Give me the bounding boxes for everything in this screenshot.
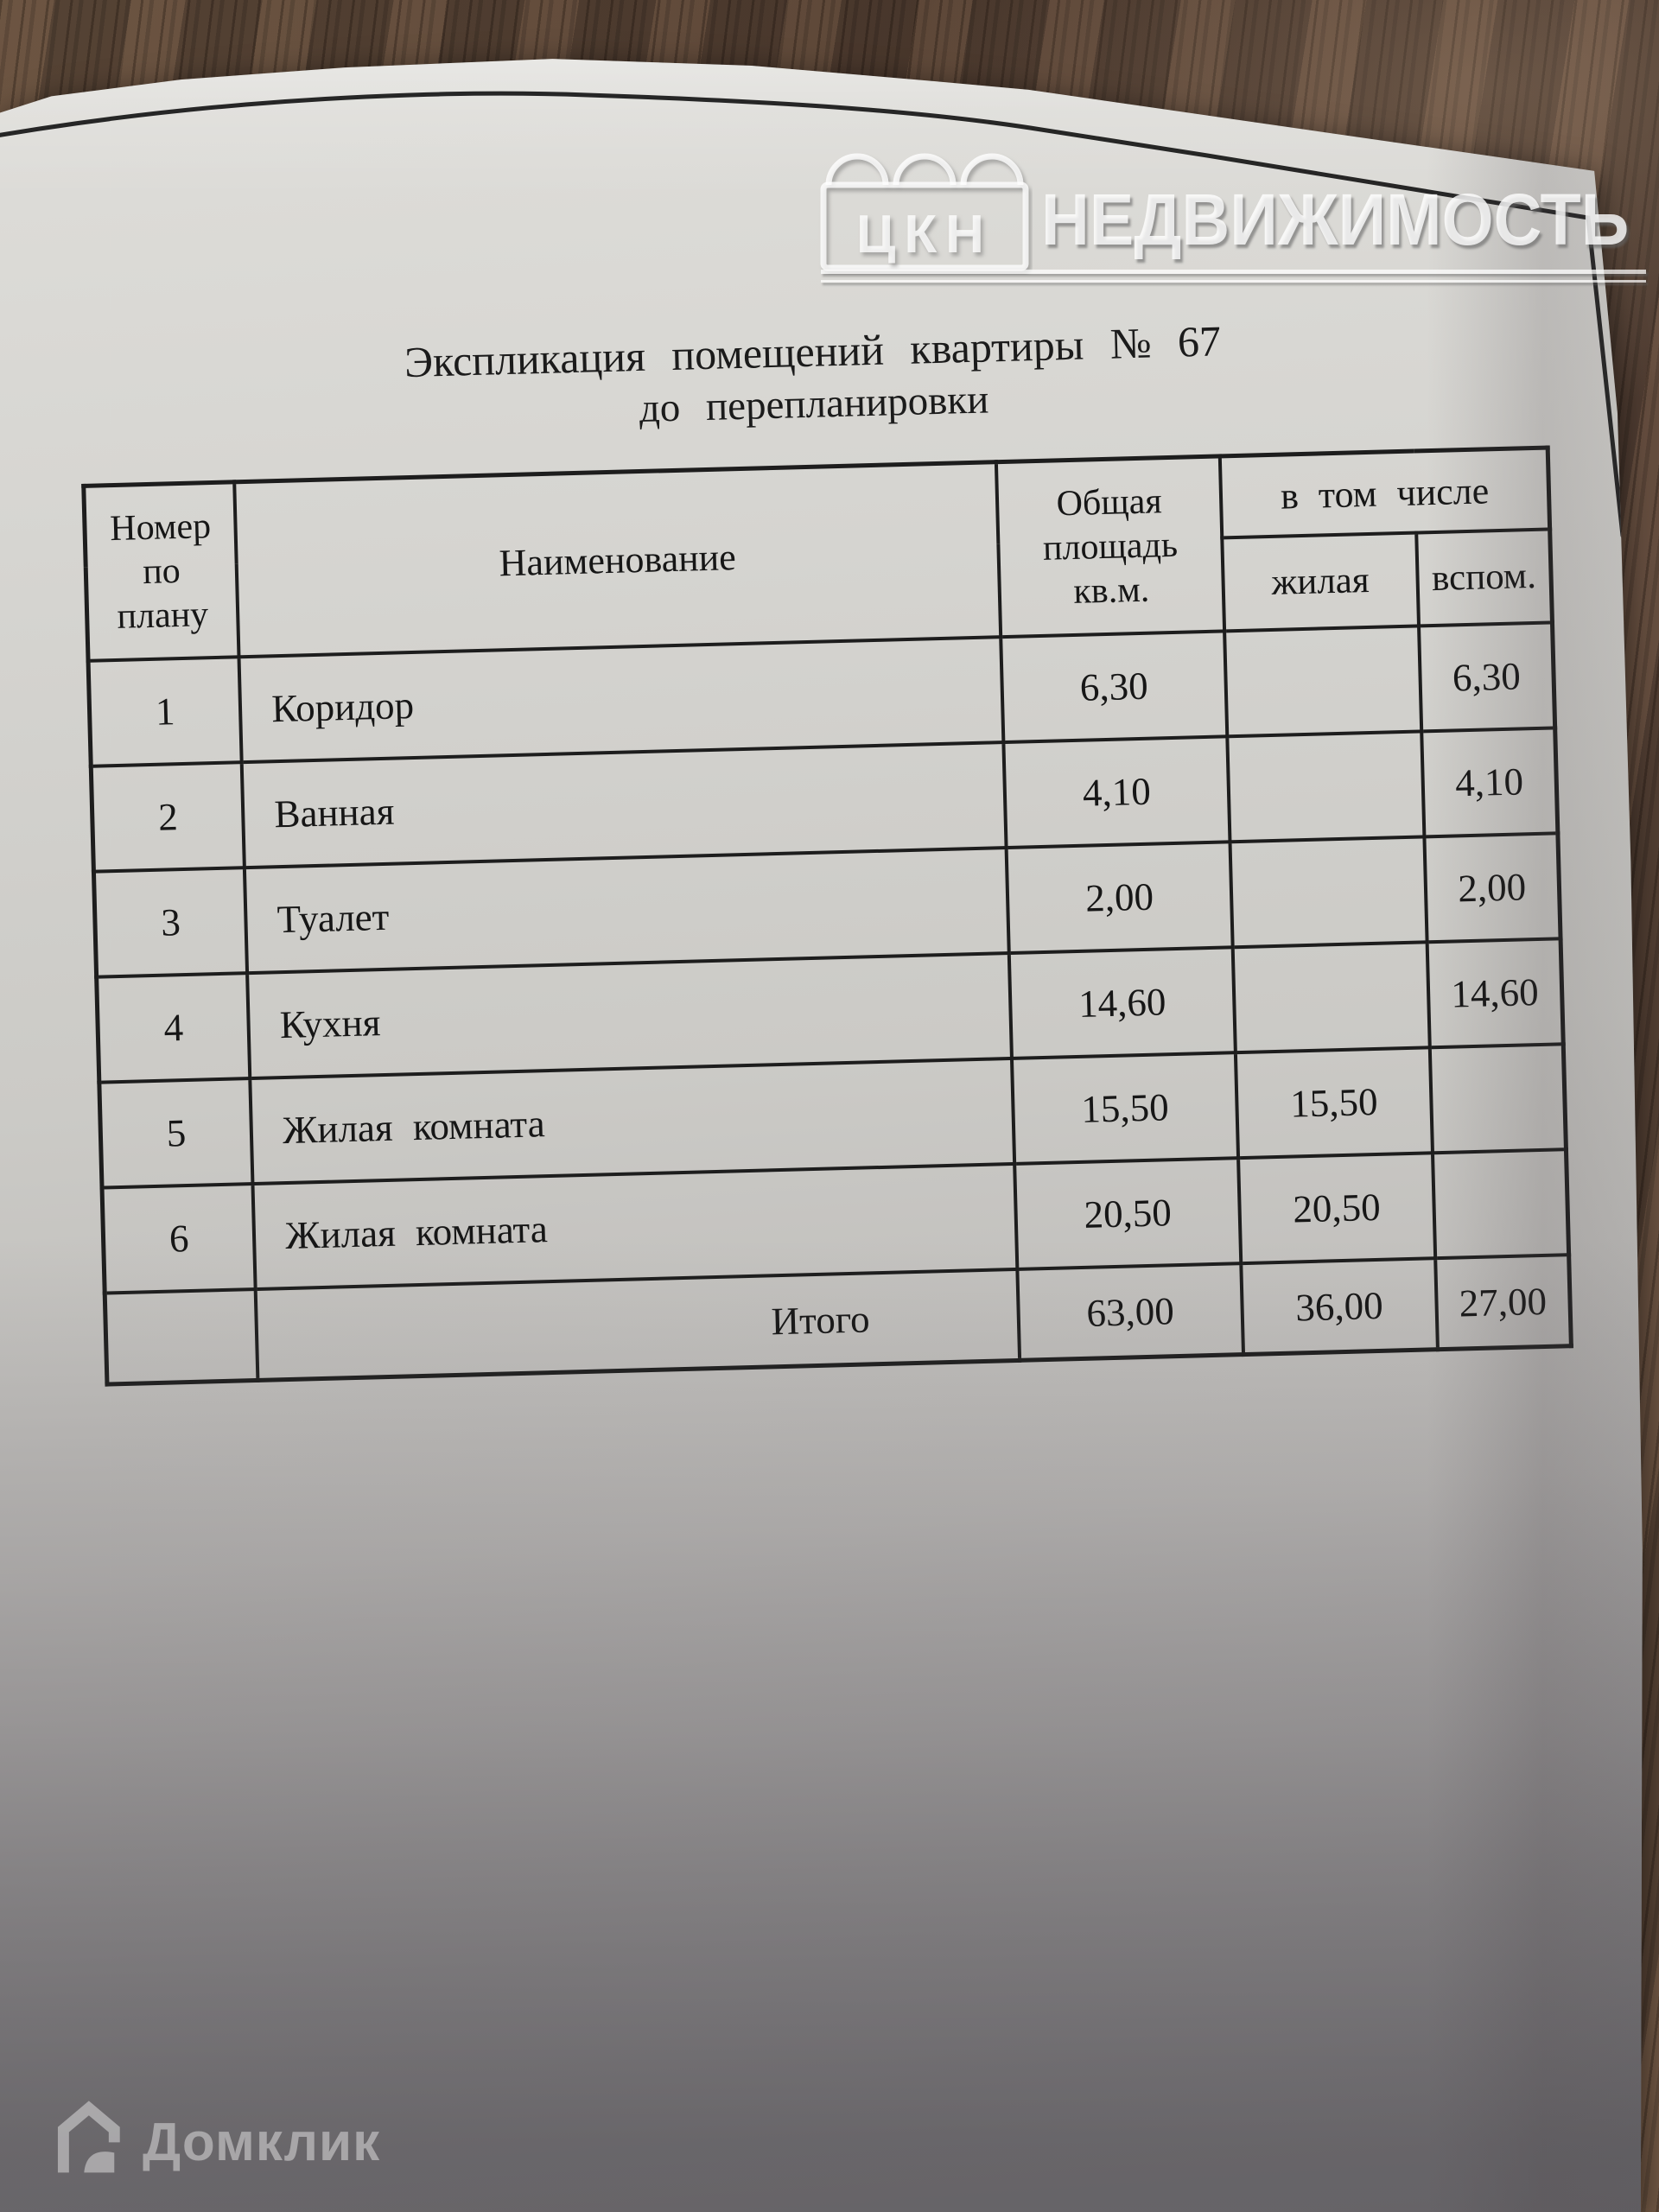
domclick-brand-text: Домклик: [143, 2112, 381, 2172]
domclick-house-icon: [57, 2101, 120, 2173]
room-aux-area: 4,10: [1421, 728, 1558, 837]
ckn-logo-icon: ЦКН: [820, 153, 1029, 271]
total-label: Итого: [255, 1269, 1020, 1381]
room-aux-area: 2,00: [1424, 833, 1561, 943]
room-total-area: 15,50: [1011, 1052, 1239, 1165]
room-aux-area: [1432, 1149, 1569, 1259]
room-living-area: [1232, 942, 1430, 1053]
row-number: 4: [96, 973, 251, 1084]
room-total-area: 14,60: [1008, 947, 1236, 1059]
header-including: в том числе: [1220, 448, 1550, 538]
header-auxiliary: вспом.: [1415, 529, 1553, 626]
room-aux-area: 6,30: [1418, 622, 1555, 732]
room-name: Коридор: [238, 637, 1004, 763]
total-total-area: 63,00: [1017, 1263, 1244, 1361]
room-aux-area: 14,60: [1427, 938, 1564, 1048]
total-row: Итого 63,00 36,00 27,00: [105, 1255, 1572, 1384]
room-living-area: [1230, 836, 1427, 948]
row-number: 1: [88, 657, 242, 767]
table-row: 4 Кухня 14,60 14,60: [96, 938, 1564, 1084]
room-total-area: 20,50: [1014, 1158, 1242, 1270]
room-total-area: 6,30: [1000, 631, 1228, 743]
table-row: 5 Жилая комната 15,50 15,50: [99, 1044, 1567, 1189]
header-number: Номер по плану: [83, 482, 239, 662]
room-name: Кухня: [247, 953, 1012, 1079]
watermark-brand-text: НЕДВИЖИМОСТЬ: [1041, 179, 1630, 260]
table-row: 3 Туалет 2,00 2,00: [93, 833, 1561, 978]
room-name: Туалет: [245, 848, 1009, 974]
room-living-area: [1224, 626, 1421, 737]
document-title: Экспликация помещений квартиры № 67 до п…: [78, 307, 1549, 448]
room-name: Жилая комната: [252, 1164, 1018, 1290]
watermark-underline: [821, 270, 1646, 274]
ckn-logo-text: ЦКН: [856, 205, 993, 264]
title-line-1: Экспликация помещений квартиры № 67: [404, 316, 1222, 387]
table-row: 1 Коридор 6,30 6,30: [88, 622, 1555, 767]
total-living-area: 36,00: [1241, 1258, 1438, 1355]
row-number: 2: [91, 762, 245, 873]
room-total-area: 2,00: [1006, 842, 1233, 954]
explication-table: Номер по плану Наименование Общая площад…: [81, 445, 1573, 1387]
header-living: жилая: [1222, 532, 1419, 632]
room-name: Жилая комната: [250, 1058, 1014, 1185]
header-total-area: Общая площадь кв.м.: [995, 456, 1225, 638]
document-content: Экспликация помещений квартиры № 67 до п…: [78, 307, 1573, 1387]
table-row: 6 Жилая комната 20,50 20,50: [102, 1149, 1569, 1294]
header-name: Наименование: [234, 462, 1001, 658]
table-row: 2 Ванная 4,10 4,10: [91, 728, 1558, 873]
room-aux-area: [1429, 1044, 1567, 1154]
room-name: Ванная: [241, 742, 1007, 868]
room-living-area: 20,50: [1238, 1153, 1435, 1264]
row-number: 6: [102, 1184, 256, 1294]
row-number: 3: [93, 868, 248, 978]
title-line-2: до перепланировки: [639, 377, 989, 432]
domclick-watermark: Домклик: [48, 2094, 380, 2177]
total-row-empty-cell: [105, 1289, 258, 1384]
photocopy-border-line: [0, 91, 1625, 538]
total-aux-area: 27,00: [1434, 1255, 1572, 1350]
room-total-area: 4,10: [1003, 736, 1230, 849]
watermark-underline-thin: [821, 280, 1646, 283]
room-living-area: [1227, 731, 1425, 842]
row-number: 5: [99, 1078, 253, 1189]
room-living-area: 15,50: [1236, 1047, 1433, 1159]
